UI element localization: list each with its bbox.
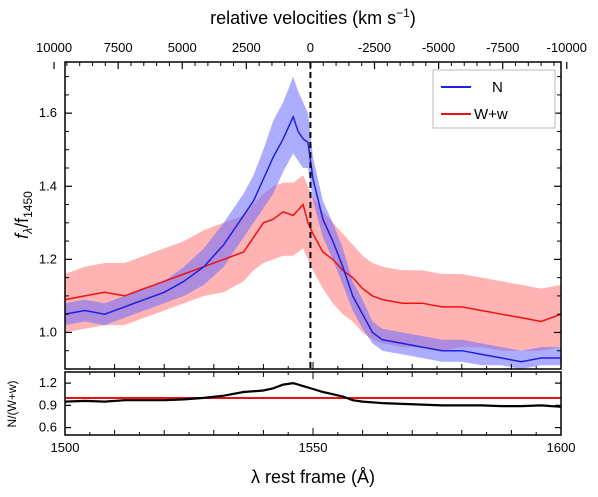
- y-tick-label: 1.4: [39, 178, 57, 193]
- series-line-ww: [65, 202, 561, 323]
- main-plot-area: 1.0 1.2 1.4 1.6 10000 7500 5000 2500 0 -2500 -5000…: [36, 40, 587, 370]
- top-axis-title: relative velocities (km s−1): [210, 6, 416, 28]
- top-tick-label: 5000: [168, 40, 197, 55]
- top-tick-label: -2500: [358, 40, 391, 55]
- top-tick-label: 10000: [36, 40, 72, 55]
- top-tick-label: 0: [307, 40, 314, 55]
- x-tick-label: 1550: [299, 440, 328, 455]
- ratio-frame: [64, 371, 562, 436]
- legend: N W+w: [432, 69, 556, 129]
- top-tick-label: -7500: [486, 40, 519, 55]
- top-tick-label: -10000: [547, 40, 587, 55]
- x-tick-label: 1600: [547, 440, 576, 455]
- ratio-plot-area: 0.6 0.9 1.2 1500 1550 1600: [39, 371, 576, 455]
- ratio-y-tick-label: 0.6: [39, 420, 57, 435]
- x-axis-title: λ rest frame (Å): [251, 467, 375, 487]
- y-tick-label: 1.6: [39, 105, 57, 120]
- legend-label-ww: W+w: [474, 106, 508, 123]
- legend-label-n: N: [492, 79, 503, 96]
- top-tick-label: 7500: [104, 40, 133, 55]
- top-tick-label: -5000: [422, 40, 455, 55]
- y-axis-title: fλ/f1450: [12, 191, 35, 239]
- y-tick-label: 1.0: [39, 324, 57, 339]
- ratio-axis-title: N/(W+w): [5, 381, 19, 428]
- ratio-y-tick-label: 1.2: [39, 375, 57, 390]
- series-line-n: [65, 114, 561, 363]
- series-band-ww: [65, 175, 561, 351]
- x-tick-label: 1500: [51, 440, 80, 455]
- y-tick-label: 1.2: [39, 251, 57, 266]
- ratio-line: [65, 381, 561, 408]
- ratio-y-tick-label: 0.9: [39, 397, 57, 412]
- legend-box: [432, 69, 556, 129]
- top-tick-label: 2500: [232, 40, 261, 55]
